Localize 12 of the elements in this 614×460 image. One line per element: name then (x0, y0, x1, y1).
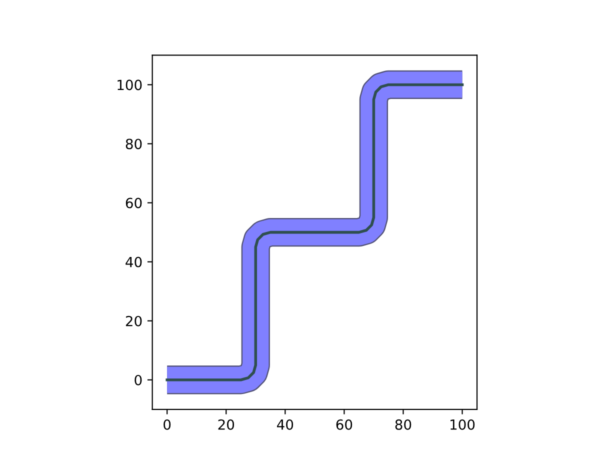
y-tick-label: 60 (126, 198, 142, 208)
x-tick-label: 80 (395, 419, 412, 430)
y-tick-label: 20 (126, 316, 142, 326)
y-tick-label: 80 (126, 138, 142, 150)
x-tick-label: 100 (450, 419, 475, 430)
y-tick-label: 0 (134, 374, 142, 386)
y-tick-label: 100 (118, 80, 142, 90)
y-tick-label: 40 (126, 256, 142, 268)
x-tick-label: 0 (164, 419, 171, 430)
x-tick-label: 40 (277, 419, 294, 430)
x-tick-label: 60 (336, 419, 352, 430)
x-tick-label: 20 (218, 419, 234, 430)
